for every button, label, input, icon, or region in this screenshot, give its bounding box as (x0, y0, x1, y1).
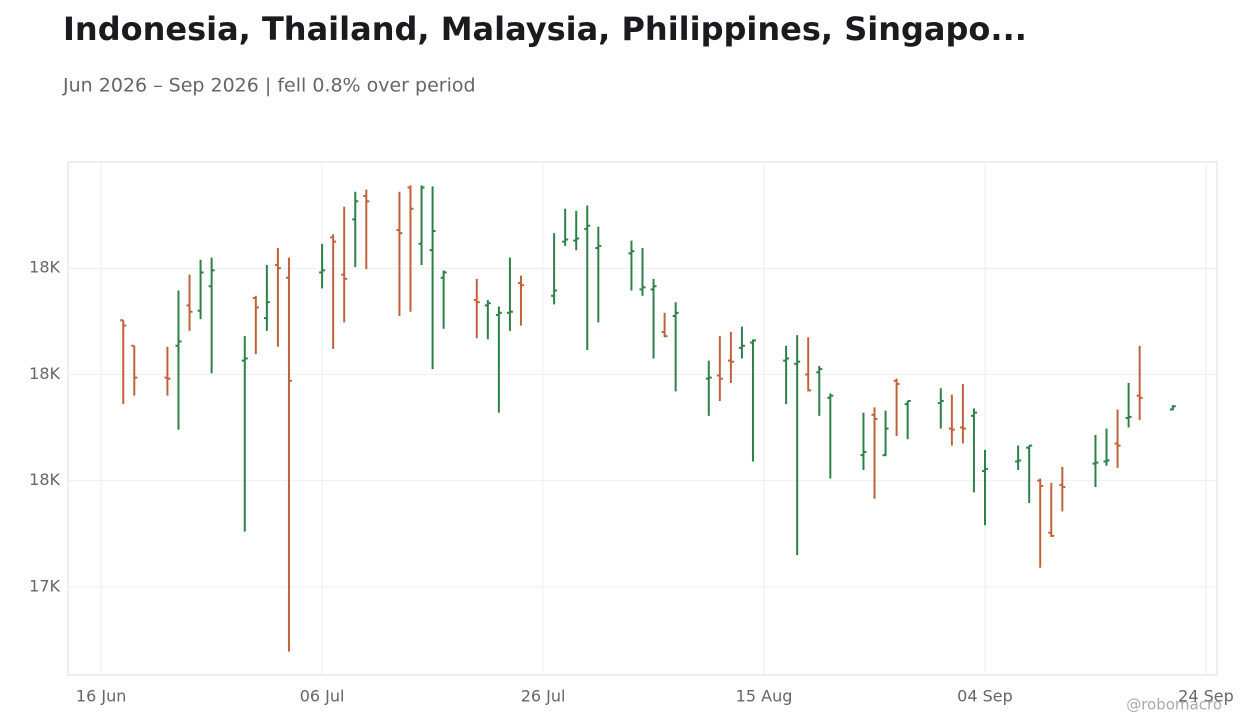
plot-frame (67, 161, 1218, 676)
watermark: @robomacro (1126, 696, 1222, 714)
x-tick-label: 26 Jul (521, 687, 566, 706)
x-tick-label: 15 Aug (736, 687, 793, 706)
x-tick-label: 24 Sep (1178, 687, 1234, 706)
y-tick-label: 17K (29, 576, 60, 595)
x-tick-label: 16 Jun (76, 687, 126, 706)
chart-title: Indonesia, Thailand, Malaysia, Philippin… (63, 10, 1027, 48)
y-tick-label: 18K (29, 470, 60, 489)
x-tick-label: 04 Sep (957, 687, 1013, 706)
y-tick-label: 18K (29, 364, 60, 383)
y-tick-label: 18K (29, 258, 60, 277)
chart-subtitle: Jun 2026 – Sep 2026 | fell 0.8% over per… (62, 75, 476, 97)
x-tick-label: 06 Jul (300, 687, 345, 706)
